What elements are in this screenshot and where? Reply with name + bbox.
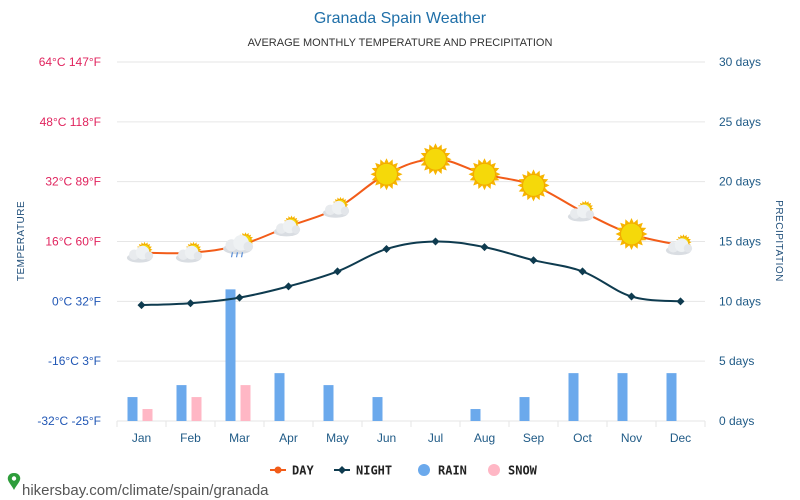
right-tick-label: 5 days	[719, 354, 754, 368]
rain-cloud-icon	[223, 232, 254, 258]
rain-bar	[666, 373, 677, 421]
snow-bar	[240, 385, 251, 421]
night-point	[431, 237, 440, 246]
night-point	[480, 243, 489, 252]
left-tick-label: 16°C 60°F	[45, 235, 101, 249]
legend: DAY NIGHT RAIN SNOW	[270, 464, 538, 478]
night-point	[333, 267, 342, 276]
left-axis-label: TEMPERATURE	[16, 201, 27, 281]
month-label: Dec	[670, 431, 691, 445]
right-tick-label: 10 days	[719, 294, 761, 308]
sun-icon	[468, 158, 501, 191]
night-point	[578, 267, 587, 276]
sun-icon	[370, 158, 403, 191]
month-label: Aug	[474, 431, 495, 445]
left-tick-label: -32°C -25°F	[37, 414, 101, 428]
location-pin-icon	[7, 473, 21, 490]
x-axis-ticks: Jan Feb Mar Apr May Jun Jul Aug Sep Oct Nov Dec	[116, 421, 706, 445]
footer[interactable]: hikersbay.com/climate/spain/granada	[7, 473, 269, 499]
month-label: Apr	[279, 431, 298, 445]
partly-cloudy-icon	[322, 196, 350, 218]
rain-bar	[225, 289, 236, 421]
precipitation-bars	[127, 289, 677, 421]
month-label: Jun	[377, 431, 396, 445]
snow-bar	[191, 397, 202, 421]
left-tick-label: 32°C 89°F	[45, 175, 101, 189]
right-tick-label: 30 days	[719, 55, 761, 69]
day-line	[141, 158, 681, 255]
rain-bar	[372, 397, 383, 421]
legend-item-day[interactable]: DAY	[270, 464, 314, 478]
rain-bar	[274, 373, 285, 421]
right-tick-label: 25 days	[719, 115, 761, 129]
sun-icon	[615, 218, 648, 251]
legend-label: NIGHT	[356, 464, 392, 478]
rain-bar	[568, 373, 579, 421]
night-line	[141, 240, 681, 307]
legend-item-rain[interactable]: RAIN	[418, 464, 467, 478]
legend-item-night[interactable]: NIGHT	[334, 464, 392, 478]
left-tick-label: 0°C 32°F	[52, 294, 101, 308]
gridlines	[117, 61, 705, 422]
month-label: Feb	[180, 431, 201, 445]
night-point	[627, 292, 636, 301]
snow-bar	[142, 409, 153, 421]
legend-label: RAIN	[438, 464, 467, 478]
right-tick-label: 0 days	[719, 414, 754, 428]
legend-label: SNOW	[508, 464, 538, 478]
partly-cloudy-icon	[273, 215, 301, 237]
night-point	[186, 299, 195, 308]
partly-cloudy-icon	[665, 234, 693, 256]
sun-icon	[419, 143, 452, 176]
month-label: Sep	[523, 431, 545, 445]
chart-title: Granada Spain Weather	[314, 10, 487, 27]
chart-subtitle: AVERAGE MONTHLY TEMPERATURE AND PRECIPIT…	[248, 37, 553, 49]
partly-cloudy-icon	[175, 241, 203, 263]
night-point	[284, 282, 293, 291]
rain-bar	[519, 397, 530, 421]
right-axis-ticks: 30 days 25 days 20 days 15 days 10 days 5 day…	[719, 55, 761, 428]
rain-bar	[617, 373, 628, 421]
night-point	[235, 293, 244, 302]
month-label: Nov	[621, 431, 642, 445]
month-label: Oct	[573, 431, 592, 445]
left-axis-ticks: 64°C 147°F 48°C 118°F 32°C 89°F 16°C 60°F 0°…	[37, 55, 101, 428]
sun-icon	[517, 169, 550, 202]
left-tick-label: 48°C 118°F	[40, 115, 101, 129]
partly-cloudy-icon	[567, 200, 595, 222]
night-point	[137, 301, 146, 310]
night-point	[529, 256, 538, 265]
rain-bar	[323, 385, 334, 421]
night-point	[382, 244, 391, 253]
footer-link[interactable]: hikersbay.com/climate/spain/granada	[22, 482, 269, 499]
legend-label: DAY	[292, 464, 314, 478]
rain-bar	[176, 385, 187, 421]
month-label: May	[326, 431, 349, 445]
legend-item-snow[interactable]: SNOW	[488, 464, 538, 478]
weather-icons	[126, 143, 693, 263]
left-tick-label: 64°C 147°F	[39, 55, 101, 69]
month-label: Jul	[428, 431, 443, 445]
partly-cloudy-icon	[126, 241, 154, 263]
month-label: Mar	[229, 431, 250, 445]
right-tick-label: 15 days	[719, 235, 761, 249]
night-point	[676, 297, 685, 306]
right-axis-label: PRECIPITATION	[773, 200, 784, 282]
month-label: Jan	[132, 431, 151, 445]
left-tick-label: -16°C 3°F	[48, 354, 101, 368]
right-tick-label: 20 days	[719, 175, 761, 189]
rain-bar	[470, 409, 481, 421]
rain-bar	[127, 397, 138, 421]
